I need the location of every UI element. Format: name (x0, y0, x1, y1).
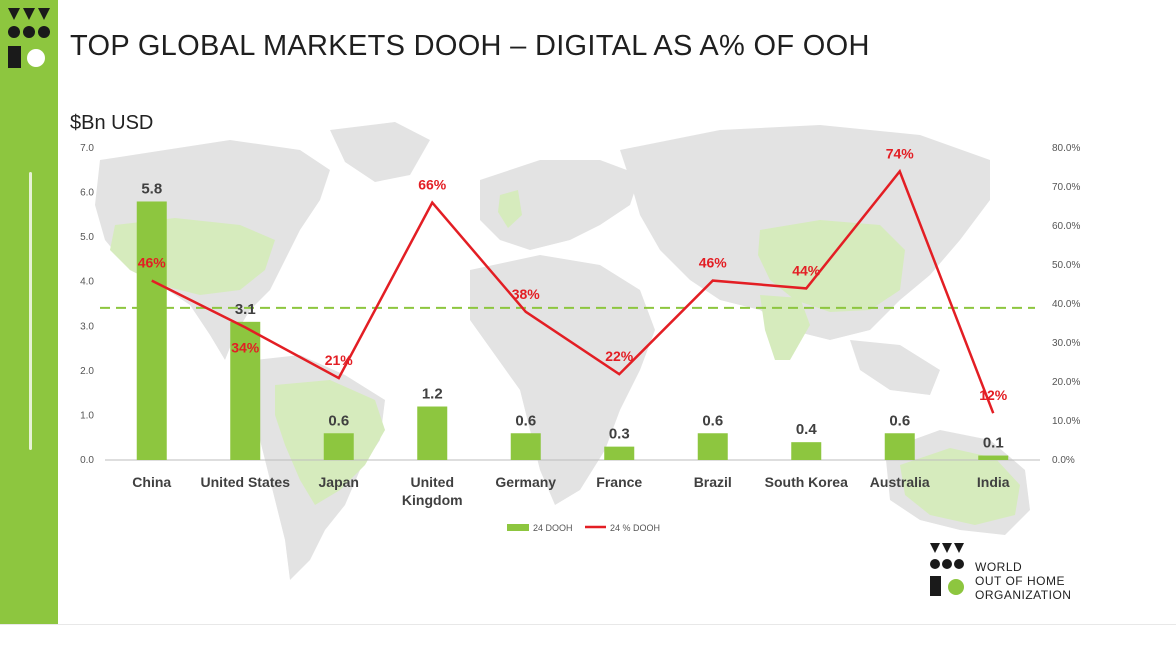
unit-label: $Bn USD (70, 112, 154, 134)
map-highlight-china (758, 220, 905, 312)
percent-value-label: 66% (418, 177, 447, 193)
map-africa (470, 255, 655, 505)
category-label: United States (201, 474, 291, 490)
bar-value-label: 0.6 (702, 412, 723, 429)
bar-value-label: 1.2 (422, 386, 443, 403)
right-axis-tick-label: 80.0% (1052, 143, 1080, 154)
left-axis-tick-label: 7.0 (80, 143, 94, 154)
category-label: China (132, 474, 171, 490)
woo-organization-logo-icon (930, 543, 964, 596)
side-bar-accent (29, 172, 32, 450)
percent-value-label: 74% (886, 145, 915, 161)
bar-4 (417, 406, 448, 460)
org-name-line-2: OUT OF HOME (975, 574, 1065, 588)
bar-value-label: 0.6 (515, 412, 536, 429)
bar-8 (791, 442, 822, 460)
bar-5 (510, 433, 541, 460)
right-axis-tick-label: 70.0% (1052, 182, 1080, 193)
bar-1 (136, 201, 167, 460)
map-highlight-india (760, 295, 810, 360)
percent-value-label: 44% (792, 262, 821, 278)
category-label: Kingdom (402, 492, 463, 508)
bar-value-label: 3.1 (235, 301, 256, 318)
bar-value-label: 0.1 (983, 435, 1004, 452)
page-title: TOP GLOBAL MARKETS DOOH – DIGITAL AS A% … (70, 30, 870, 62)
bar-value-label: 5.8 (141, 180, 162, 197)
organization-name: WORLD OUT OF HOME ORGANIZATION (975, 560, 1071, 602)
side-bar (0, 0, 58, 624)
footer-divider (0, 624, 1176, 625)
map-europe (480, 160, 640, 250)
bar-10 (978, 455, 1009, 460)
right-axis-tick-label: 30.0% (1052, 338, 1080, 349)
bar-9 (884, 433, 915, 460)
bar-3 (323, 433, 354, 460)
legend-line-label: 24 % DOOH (610, 523, 660, 533)
map-highlight-uk (498, 190, 522, 228)
percent-value-label: 38% (512, 286, 541, 302)
category-label: France (596, 474, 642, 490)
left-axis-tick-label: 2.0 (80, 366, 94, 377)
category-label: South Korea (765, 474, 848, 490)
percent-value-label: 22% (605, 348, 634, 364)
map-southeast-asia (850, 340, 940, 395)
bar-value-label: 0.4 (796, 421, 818, 438)
right-axis-tick-label: 50.0% (1052, 260, 1080, 271)
right-axis-tick-label: 20.0% (1052, 377, 1080, 388)
org-name-line-1: WORLD (975, 560, 1023, 574)
category-label: Japan (319, 474, 359, 490)
right-axis-tick-label: 40.0% (1052, 299, 1080, 310)
map-highlight-australia (900, 448, 1020, 525)
percent-value-label: 46% (138, 255, 167, 271)
line-series (151, 168, 995, 414)
right-axis-tick-label: 10.0% (1052, 416, 1080, 427)
legend-bar-swatch (507, 524, 529, 531)
percent-value-label: 21% (325, 352, 354, 368)
bar-value-label: 0.6 (889, 412, 910, 429)
category-label: Brazil (694, 474, 732, 490)
bar-value-label: 0.6 (328, 412, 349, 429)
bar-6 (604, 446, 635, 460)
category-label: Germany (495, 474, 556, 490)
right-axis-tick-label: 60.0% (1052, 221, 1080, 232)
bar-7 (697, 433, 728, 460)
category-label: India (977, 474, 1010, 490)
category-labels: China United States Japan United Kingdom Germ… (132, 474, 1009, 508)
category-label: Australia (870, 474, 930, 490)
percent-value-label: 12% (979, 387, 1008, 403)
left-axis-tick-label: 3.0 (80, 321, 94, 332)
left-axis-tick-label: 4.0 (80, 277, 94, 288)
chart-axes: 0.0 1.0 2.0 3.0 4.0 5.0 6.0 7.0 0.0% 10.0% 20.0% 30… (80, 143, 1080, 466)
percent-line (151, 168, 995, 414)
bar-2 (230, 321, 261, 460)
legend-bar-label: 24 DOOH (533, 523, 573, 533)
map-greenland (330, 122, 430, 182)
bar-value-label: 0.3 (609, 426, 630, 443)
right-axis-tick-label: 0.0% (1052, 455, 1075, 466)
percent-value-label: 34% (231, 339, 260, 355)
left-axis-tick-label: 0.0 (80, 455, 94, 466)
left-axis-tick-label: 5.0 (80, 232, 94, 243)
left-axis-tick-label: 1.0 (80, 410, 94, 421)
data-labels: 5.8 3.1 0.6 1.2 0.6 0.3 0.6 0.4 0.6 0.1 46% 34% 21% 6… (138, 145, 1008, 451)
percent-value-label: 46% (699, 255, 728, 271)
bar-series (136, 201, 1009, 460)
org-name-line-3: ORGANIZATION (975, 588, 1072, 602)
left-axis-tick-label: 6.0 (80, 188, 94, 199)
category-label: United (410, 474, 454, 490)
legend: 24 DOOH 24 % DOOH (507, 523, 660, 533)
woo-logo-icon (8, 8, 50, 68)
